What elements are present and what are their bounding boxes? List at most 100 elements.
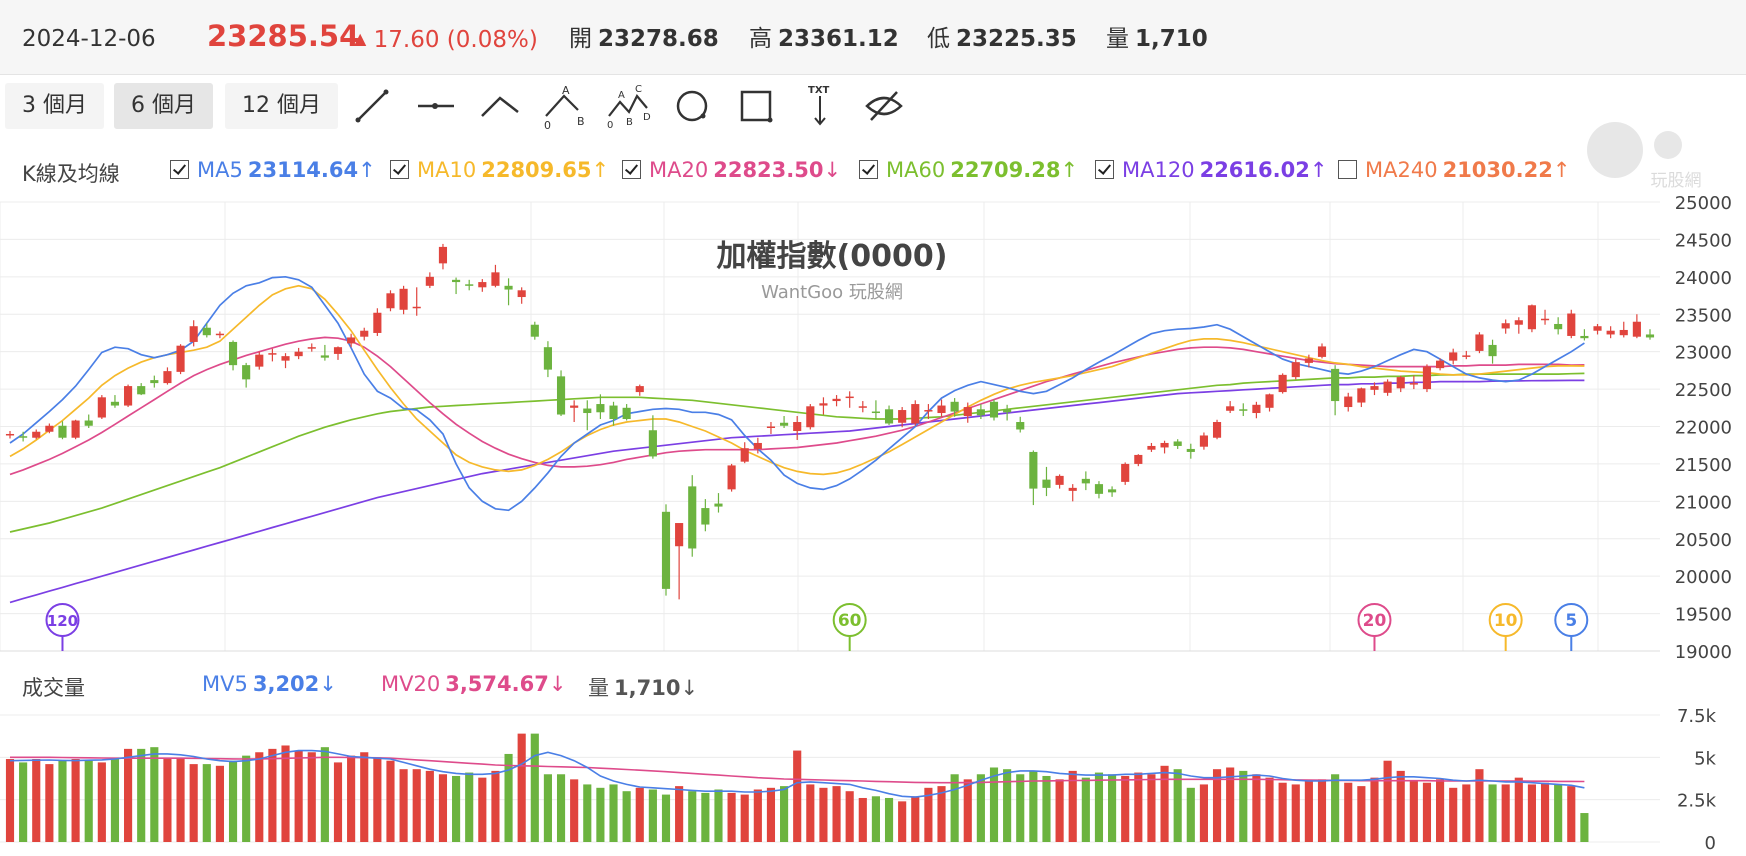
volume-bar: [202, 764, 211, 842]
candle: [780, 416, 789, 428]
ma20-checkbox[interactable]: [622, 160, 641, 179]
ma-marker-circle: [1488, 603, 1523, 637]
candle-body: [1488, 344, 1497, 357]
volume-bar: [242, 755, 251, 842]
volume-bar: [215, 765, 224, 842]
ma10-checkbox[interactable]: [390, 160, 409, 179]
candle-body: [189, 326, 198, 342]
volume-bar: [1265, 777, 1274, 842]
candle: [1304, 354, 1313, 368]
candle-body: [425, 276, 434, 286]
candle-body: [1632, 321, 1641, 337]
candle-body: [1134, 454, 1143, 464]
candle-body: [530, 324, 539, 337]
ma20-toggle[interactable]: MA20 22823.50↓: [622, 158, 841, 182]
candle-body: [950, 401, 959, 412]
ma60-checkbox[interactable]: [859, 160, 878, 179]
abcd-pattern-icon[interactable]: A B 0: [538, 82, 588, 132]
rectangle-tool-icon[interactable]: [731, 82, 781, 130]
candle: [1186, 443, 1195, 459]
candle-body: [294, 351, 303, 357]
mv5-line: [9, 749, 1585, 798]
candle-body: [556, 376, 566, 415]
range-6m-button[interactable]: 6 個月: [114, 83, 213, 129]
volume-bar: [1121, 775, 1130, 842]
volume-bar: [609, 784, 618, 842]
candle: [1055, 474, 1064, 489]
volume-bar: [1003, 769, 1012, 842]
xabcd-pattern-icon[interactable]: A C B D 0: [603, 82, 653, 131]
candle: [1173, 439, 1182, 449]
candle-body: [819, 403, 828, 406]
volume-bar: [1409, 781, 1418, 842]
volume-bar: [1226, 767, 1235, 842]
text-arrow-icon[interactable]: TXT: [795, 82, 845, 130]
mv5-legend: MV5 3,202↓: [202, 672, 337, 696]
ma60-toggle[interactable]: MA60 22709.28↑: [859, 158, 1078, 182]
volume-bar: [110, 759, 120, 842]
ma5-label: MA5: [197, 158, 243, 182]
pattern-letter-b: B: [577, 115, 585, 128]
candle: [1278, 373, 1287, 394]
ma20-arrow-icon: ↓: [823, 158, 842, 182]
ma-marker-circle: [45, 603, 80, 637]
candle: [242, 362, 251, 388]
candle: [609, 401, 618, 426]
ma5-toggle[interactable]: MA5 23114.64↑: [170, 158, 376, 182]
candle-body: [701, 508, 710, 525]
volume-bar: [1422, 782, 1432, 842]
volume-bar: [19, 762, 28, 842]
volume-bar: [228, 760, 238, 842]
price-tick-label: 21000: [1675, 492, 1732, 513]
candle-body: [884, 409, 894, 424]
candle-body: [1199, 435, 1208, 447]
ma5-checkbox[interactable]: [170, 160, 189, 179]
ma-marker-label: 20: [1363, 611, 1387, 631]
candle-body: [399, 288, 408, 310]
candle-body: [1567, 313, 1576, 336]
ma60-label: MA60: [886, 158, 946, 182]
ma60-line: [9, 372, 1585, 533]
candle-body: [163, 371, 172, 384]
volume-bar: [1055, 779, 1064, 842]
ma120-toggle[interactable]: MA120 22616.02↑: [1095, 158, 1327, 182]
ma120-checkbox[interactable]: [1095, 160, 1114, 179]
candle: [819, 397, 828, 415]
candle: [281, 353, 290, 369]
pattern-letter-zero: 0: [544, 119, 551, 130]
range-12m-button[interactable]: 12 個月: [225, 83, 338, 129]
candle: [1396, 375, 1405, 393]
volume-bar: [727, 792, 736, 842]
up-triangle-icon: ▲: [354, 29, 367, 48]
volume-bar: [1186, 787, 1195, 842]
circle-tool-icon[interactable]: [667, 82, 717, 130]
candle-body: [1055, 475, 1064, 485]
hide-drawings-icon[interactable]: [859, 82, 909, 130]
candle-body: [333, 347, 343, 354]
candle: [858, 401, 867, 413]
ma240-checkbox[interactable]: [1338, 160, 1357, 179]
volume-bar: [84, 760, 93, 842]
volume-bar: [517, 733, 526, 842]
volume-tick-label: 0: [1705, 833, 1716, 854]
volume-bar: [1016, 774, 1025, 842]
line-tool-icon[interactable]: [346, 82, 396, 130]
candlesticks: [5, 243, 1655, 600]
price-tick-label: 24000: [1675, 268, 1732, 289]
candle-body: [1016, 422, 1025, 430]
volume-bar: [438, 774, 448, 842]
candle-body: [740, 448, 749, 462]
ma240-value: 21030.22: [1442, 158, 1553, 182]
polyline-icon[interactable]: [474, 82, 524, 130]
day-volume-value: 1,710: [614, 676, 681, 700]
ma10-toggle[interactable]: MA10 22809.65↑: [390, 158, 609, 182]
range-3m-button[interactable]: 3 個月: [5, 83, 104, 129]
candle-body: [465, 284, 474, 286]
volume-bar: [635, 787, 644, 842]
ma60-value: 22709.28: [950, 158, 1061, 182]
candle-body: [373, 312, 382, 333]
ma240-toggle[interactable]: MA240 21030.22↑: [1338, 158, 1570, 182]
volume-bar: [911, 796, 920, 842]
horizontal-ray-icon[interactable]: [410, 82, 460, 130]
